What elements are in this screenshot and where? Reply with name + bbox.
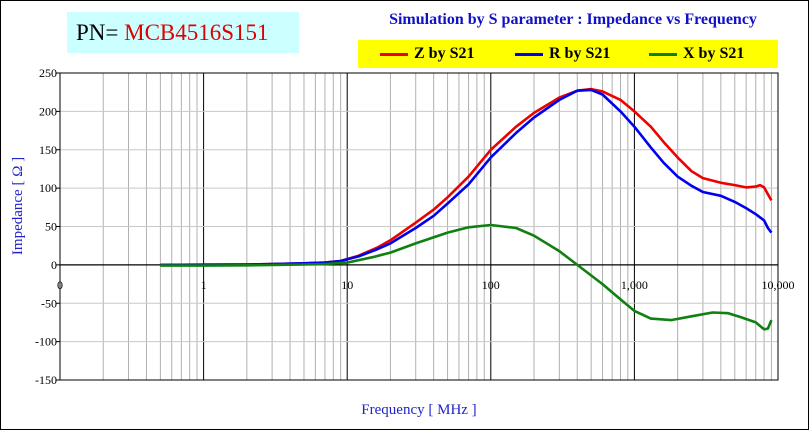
r-series-line bbox=[160, 88, 773, 267]
x-tick-label: 0 bbox=[57, 278, 63, 292]
part-number-box: PN= MCB4516S151 bbox=[67, 12, 299, 53]
y-tick-label: 0 bbox=[51, 258, 57, 272]
legend-item-x: X by S21 bbox=[649, 40, 744, 68]
x-tick-label: 100 bbox=[482, 278, 500, 292]
legend-label-z: Z by S21 bbox=[414, 45, 475, 62]
part-number-value: MCB4516S151 bbox=[124, 20, 269, 45]
legend-item-r: R by S21 bbox=[515, 40, 610, 68]
legend-label-r: R by S21 bbox=[549, 45, 611, 62]
part-number-label: PN= bbox=[76, 20, 119, 45]
legend-swatch-x bbox=[649, 52, 677, 56]
x-axis-title: Frequency [ MHz ] bbox=[361, 402, 476, 418]
chart-title: Simulation by S parameter : Impedance vs… bbox=[389, 11, 757, 28]
y-tick-label: -150 bbox=[35, 373, 57, 387]
x-tick-label: 1,000 bbox=[621, 278, 648, 292]
legend-label-x: X by S21 bbox=[683, 45, 745, 62]
y-tick-label: 250 bbox=[39, 66, 57, 80]
series bbox=[160, 87, 773, 331]
y-tick-label: -100 bbox=[35, 335, 57, 349]
y-axis-title: Impedance [ Ω ] bbox=[10, 157, 26, 255]
legend-swatch-z bbox=[380, 52, 408, 56]
x-tick-label: 10 bbox=[341, 278, 353, 292]
y-tick-label: 150 bbox=[39, 143, 57, 157]
legend-swatch-r bbox=[515, 52, 543, 56]
x-series-line bbox=[160, 223, 773, 331]
x-tick-label: 10,000 bbox=[762, 278, 795, 292]
y-tick-label: 50 bbox=[45, 220, 57, 234]
x-tick-label: 1 bbox=[201, 278, 207, 292]
y-tick-label: 100 bbox=[39, 181, 57, 195]
tick-labels: 0 1 10 100 1,000 10,000250200150100500-50-100… bbox=[35, 66, 795, 387]
legend-item-z: Z by S21 bbox=[380, 40, 474, 68]
legend: Z by S21 R by S21 X by S21 bbox=[358, 40, 778, 68]
y-tick-label: 200 bbox=[39, 104, 57, 118]
y-tick-label: -50 bbox=[41, 296, 57, 310]
